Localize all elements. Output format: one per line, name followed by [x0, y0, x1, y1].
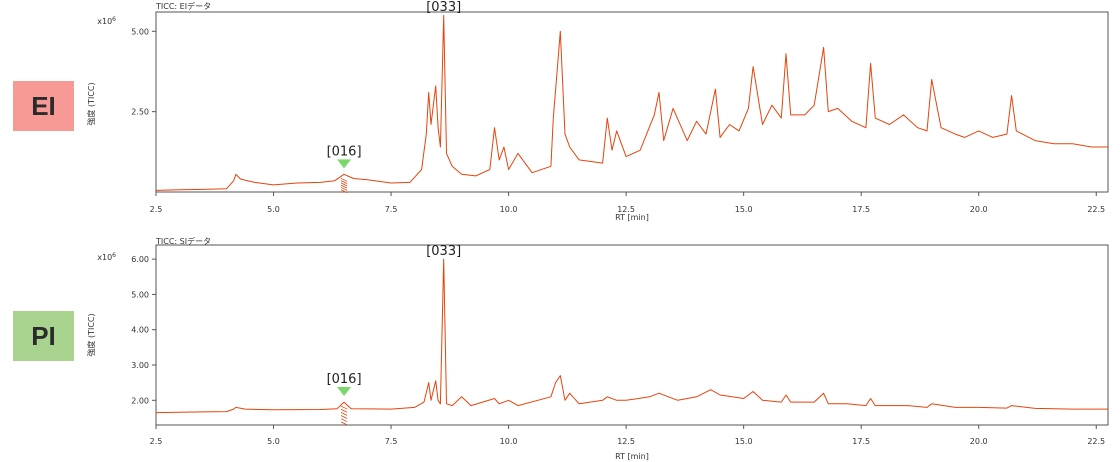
x-tick-label: 5.0: [267, 205, 280, 214]
y-tick-label: 6.00: [131, 255, 149, 264]
x-axis-label: RT [min]: [615, 213, 649, 222]
y-tick-label: 2.50: [131, 108, 149, 117]
chart-panel-2: TICC: SIデータ x106 強度 (TICC) RT [min] 2.5 5.0 7.…: [86, 236, 1109, 461]
x-tick-label: 2.5: [150, 205, 163, 214]
x-tick-label: 5.0: [267, 437, 280, 446]
y-axis-label: 強度 (TICC): [86, 82, 96, 125]
hatch-line: [340, 180, 348, 184]
y-tick-label: 5.00: [131, 27, 149, 36]
tic-trace: [155, 14, 1108, 191]
chart-panel-1: TICC: EIデータ x106 強度 (TICC) RT [min] 2.5 5.0 7.…: [86, 0, 1109, 222]
x-tick-label: 7.5: [385, 437, 398, 446]
hatch-line: [340, 412, 348, 416]
hatch-line: [340, 177, 348, 182]
x-axis-label: RT [min]: [615, 452, 649, 461]
x-tick-label: 17.5: [852, 437, 870, 446]
ei-badge: EI: [13, 81, 74, 131]
x-tick-label: 10.0: [500, 437, 518, 446]
hatch-line: [340, 187, 348, 191]
scale-label: x106: [97, 252, 116, 262]
x-tick-label: 2.5: [150, 437, 163, 446]
x-tick-label: 20.0: [970, 437, 988, 446]
x-tick-label: 15.0: [735, 205, 753, 214]
scale-exponent: 6: [112, 252, 116, 259]
hatch-line: [340, 415, 348, 419]
peak-marker-triangle: [337, 159, 352, 169]
panel-title: TICC: SIデータ: [155, 236, 211, 246]
hatch-line: [340, 405, 348, 410]
peak-annotation: [033]: [426, 244, 461, 259]
peak-annotation: [016]: [327, 144, 362, 159]
tic-trace: [155, 258, 1108, 414]
pi-badge: PI: [13, 311, 74, 361]
hatch-line: [340, 184, 348, 189]
x-tick-label: 7.5: [385, 205, 398, 214]
hatch-line: [340, 408, 348, 413]
peak-annotation: [016]: [327, 372, 362, 387]
x-tick-label: 22.5: [1087, 437, 1105, 446]
scale-exponent: 6: [112, 16, 116, 23]
peak-annotation: [033]: [426, 0, 461, 15]
x-tick-label: 12.5: [617, 437, 635, 446]
x-tick-label: 22.5: [1087, 205, 1105, 214]
y-tick-label: 4.00: [131, 326, 149, 335]
hatch-line: [340, 182, 348, 187]
peak-hatch: [340, 405, 348, 426]
y-tick-label: 2.00: [131, 396, 149, 405]
x-tick-label: 15.0: [735, 437, 753, 446]
panel-title: TICC: EIデータ: [155, 1, 211, 11]
peak-marker-triangle: [337, 387, 352, 397]
peak-hatch: [340, 177, 348, 194]
scale-base: x10: [97, 253, 112, 262]
x-tick-label: 12.5: [617, 205, 635, 214]
scale-label: x106: [97, 16, 116, 26]
hatch-line: [340, 418, 348, 423]
x-tick-label: 17.5: [852, 205, 870, 214]
y-tick-label: 5.00: [131, 290, 149, 299]
scale-base: x10: [97, 17, 112, 26]
x-tick-label: 20.0: [970, 205, 988, 214]
y-axis-label: 強度 (TICC): [86, 313, 96, 356]
x-tick-label: 10.0: [500, 205, 518, 214]
y-tick-label: 3.00: [131, 361, 149, 370]
plot-frame: [155, 244, 1109, 426]
hatch-line: [340, 421, 348, 426]
plot-frame: [155, 11, 1109, 193]
hatch-line: [340, 189, 348, 194]
